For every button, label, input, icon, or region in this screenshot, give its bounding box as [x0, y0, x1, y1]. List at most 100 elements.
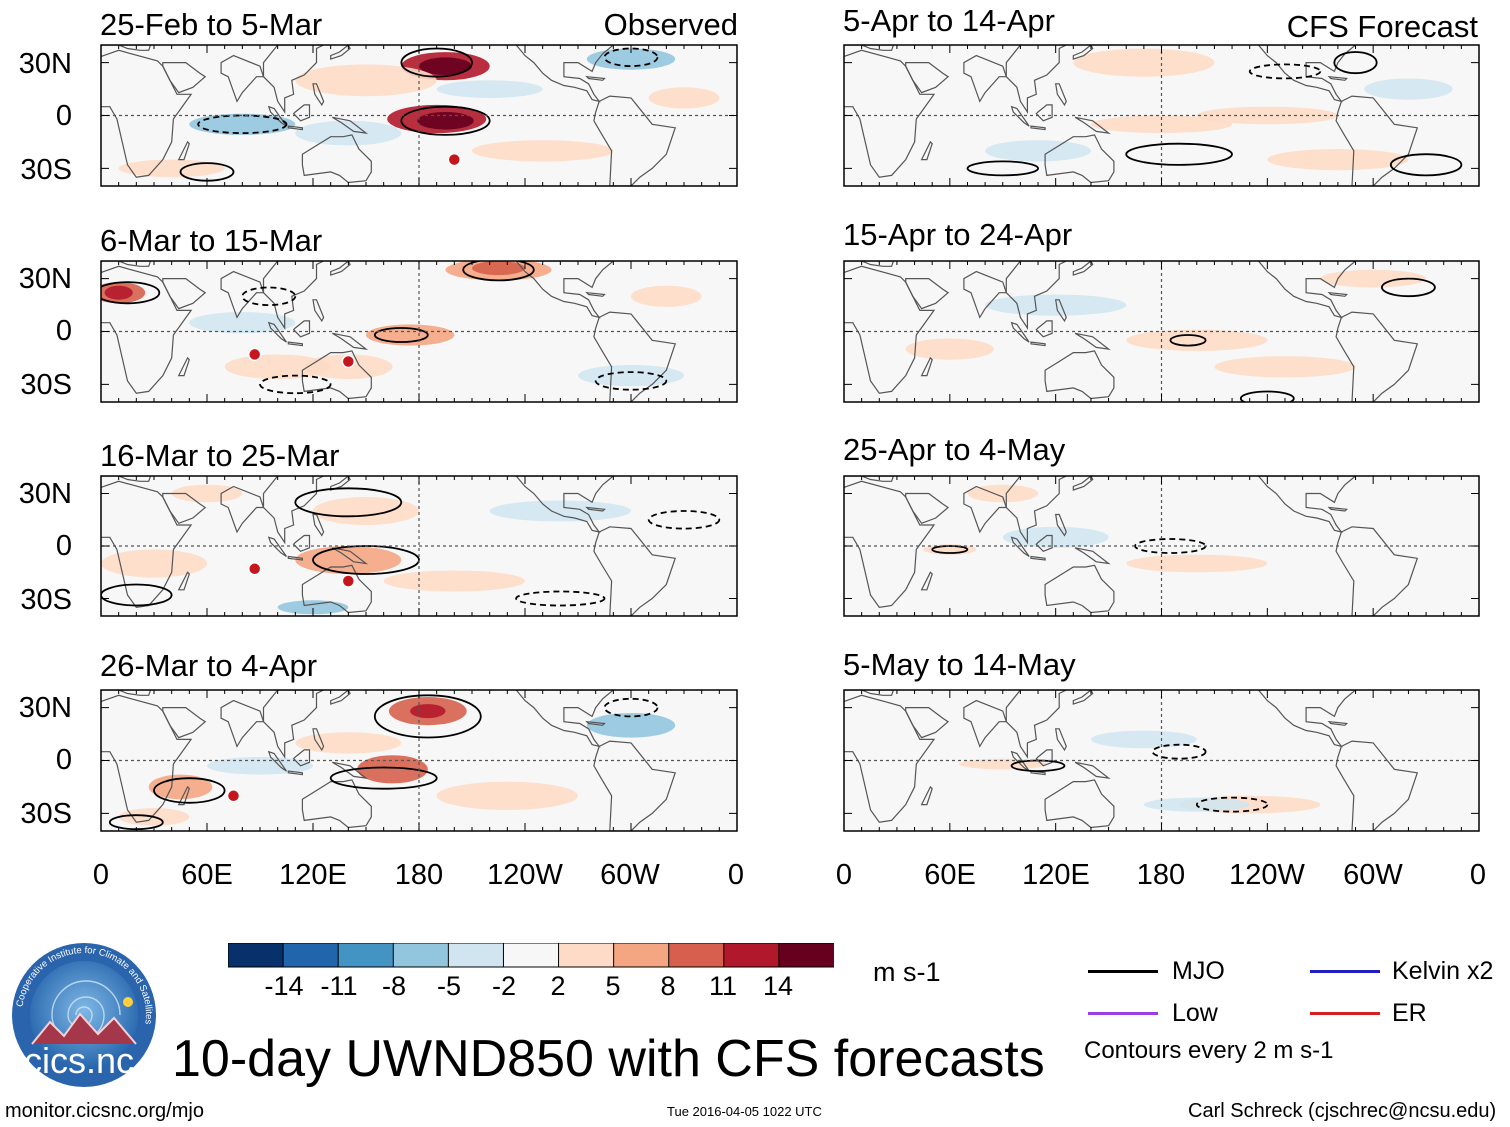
legend-label-kelvin: Kelvin x2 [1392, 957, 1494, 985]
coastline [332, 547, 369, 565]
lon-label: 180 [1136, 859, 1186, 891]
coastline [844, 45, 895, 51]
coastline [1327, 291, 1349, 297]
coastline [292, 749, 311, 767]
coastline [844, 690, 895, 696]
colorbar-swatch [668, 943, 725, 968]
coastline [177, 571, 190, 591]
colorbar-swatch [778, 943, 834, 968]
coastline [101, 49, 193, 178]
coastline [844, 261, 895, 267]
wind-anomaly-shading [1320, 269, 1427, 288]
coastline [1054, 299, 1067, 323]
map-panel [100, 689, 738, 832]
logo-text: cics.nc [24, 1040, 135, 1081]
mjo-contour [259, 374, 332, 395]
wind-anomaly-shading [967, 484, 1039, 503]
coastline [177, 356, 190, 377]
coastline [162, 62, 207, 94]
coastline [593, 740, 676, 831]
wind-anomaly-shading [295, 64, 437, 97]
cics-logo: Cooperative Institute for Climate and Sa… [6, 940, 162, 1100]
storm-marker [341, 354, 356, 369]
colorbar-swatch [502, 943, 560, 968]
wind-anomaly-shading [472, 140, 614, 162]
coastline [262, 261, 324, 330]
colorbar-tick-label: -2 [491, 971, 516, 1001]
mjo-contour [603, 697, 659, 718]
mjo-contour [329, 766, 438, 790]
coastline [844, 49, 936, 178]
coastline [1010, 536, 1030, 558]
coastline [1035, 104, 1053, 122]
colorbar-tick-label: 5 [605, 971, 621, 1001]
mjo-contour [373, 327, 429, 343]
coastline [1035, 534, 1053, 553]
coastline [593, 95, 676, 186]
wind-anomaly-shading [224, 354, 331, 380]
coastline [267, 105, 287, 127]
mjo-contour [101, 281, 161, 305]
mjo-contour [241, 286, 297, 307]
coastline [844, 480, 936, 608]
lat-label-0: 0 [55, 100, 72, 132]
mjo-contour [400, 105, 491, 136]
map-panel [843, 260, 1480, 403]
wind-anomaly-shading [472, 261, 525, 276]
lon-label: 120E [279, 859, 347, 891]
colorbar-tick-label: -8 [381, 971, 406, 1001]
coastline [1072, 476, 1094, 491]
coastline [1335, 95, 1419, 186]
mjo-contour [515, 590, 606, 607]
colorbar-swatch [558, 943, 615, 968]
wind-anomaly-shading [189, 312, 296, 334]
lat-label-30s: 30S [20, 154, 72, 186]
wind-anomaly-shading [410, 704, 446, 719]
coastline [1010, 321, 1030, 343]
colorbar-tick-label: 14 [762, 971, 794, 1001]
coastline [101, 694, 193, 823]
coastline [963, 699, 1008, 748]
footer-timestamp: Tue 2016-04-05 1022 UTC [667, 1104, 822, 1119]
storm-marker [247, 347, 262, 362]
lat-label-30n: 30N [18, 692, 72, 724]
coastline [101, 261, 152, 267]
footer-url[interactable]: monitor.cicsnc.org/mjo [5, 1100, 204, 1122]
coastline [292, 104, 311, 122]
coastline [515, 45, 615, 103]
coastline [292, 534, 311, 553]
coastline [1257, 261, 1357, 319]
mjo-contour [1381, 277, 1436, 298]
cics-logo-emblem: Cooperative Institute for Climate and Sa… [12, 943, 156, 1087]
panel-title: 16-Mar to 25-Mar [100, 438, 340, 473]
storm-marker [341, 574, 356, 588]
coastline [101, 265, 193, 394]
mjo-contour [197, 114, 288, 135]
mjo-contour [1195, 796, 1269, 813]
coastline [220, 699, 265, 748]
colorbar-swatch [447, 943, 505, 968]
mjo-contour [153, 777, 226, 804]
coastline [905, 492, 950, 525]
lon-label: 120E [1022, 859, 1090, 891]
wind-anomaly-shading [189, 113, 296, 135]
legend-label-low: Low [1172, 999, 1218, 1027]
coastline [1010, 105, 1030, 127]
mjo-contour [1389, 153, 1463, 177]
lon-label: 60E [181, 859, 233, 891]
wind-anomaly-shading [489, 500, 631, 522]
coastline [1005, 45, 1067, 114]
coastline [287, 555, 303, 561]
coastline [262, 476, 324, 545]
map-panel [100, 475, 738, 617]
colorbar-swatches [228, 943, 834, 968]
coastline [312, 728, 325, 752]
panel-title: 15-Apr to 24-Apr [843, 217, 1073, 252]
coastline [312, 513, 325, 537]
colorbar-swatch [392, 943, 450, 968]
colorbar-swatch [228, 943, 285, 968]
coastline [220, 54, 265, 103]
mjo-contour [101, 583, 173, 607]
mjo-contour [603, 47, 659, 68]
wind-anomaly-shading [586, 713, 676, 738]
